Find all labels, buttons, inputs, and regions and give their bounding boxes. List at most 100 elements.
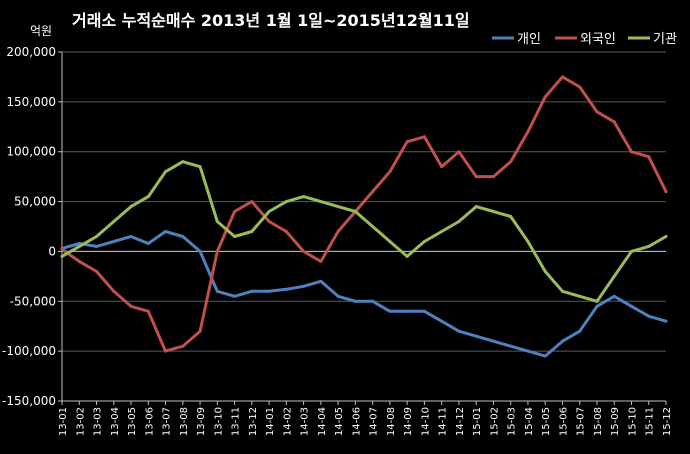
data-point (647, 314, 651, 318)
data-point (112, 289, 116, 293)
data-point (629, 150, 633, 154)
data-point (181, 234, 185, 238)
data-point (267, 210, 271, 214)
data-point (215, 249, 219, 253)
data-point (336, 229, 340, 233)
x-axis: 13-01 13-02 13-03 13-04 13-05 13-06 13-07 13-08… (58, 250, 673, 436)
data-point (647, 155, 651, 159)
data-point (612, 294, 616, 298)
data-point (371, 299, 375, 303)
y-axis: -150,000 -100,000 -50,000 0 50,000 100,000 150… (2, 45, 63, 408)
data-point (353, 210, 357, 214)
data-point (457, 220, 461, 224)
data-point (146, 309, 150, 313)
data-point (146, 195, 150, 199)
data-point (233, 294, 237, 298)
data-point (250, 289, 254, 293)
data-point (353, 299, 357, 303)
data-point (336, 205, 340, 209)
data-point (267, 289, 271, 293)
data-point (526, 239, 530, 243)
x-tick-label: 14-09 (403, 407, 414, 436)
data-point (405, 254, 409, 258)
data-point (77, 241, 81, 245)
data-point (405, 140, 409, 144)
data-point (95, 269, 99, 273)
data-point (612, 274, 616, 278)
x-tick-label: 15-02 (489, 407, 500, 436)
data-point (181, 344, 185, 348)
data-point (422, 309, 426, 313)
x-tick-label: 15-06 (558, 407, 569, 436)
x-tick-label: 14-10 (420, 407, 431, 436)
data-point (474, 334, 478, 338)
data-point (267, 220, 271, 224)
data-point (284, 287, 288, 291)
data-point (560, 75, 564, 79)
data-point (319, 279, 323, 283)
data-point (198, 249, 202, 253)
x-tick-label: 13-10 (213, 407, 224, 436)
data-point (112, 239, 116, 243)
data-point (164, 170, 168, 174)
data-point (491, 175, 495, 179)
unit-label: 억원 (30, 24, 52, 38)
data-point (215, 220, 219, 224)
x-tick-label: 13-09 (196, 407, 207, 436)
data-point (578, 329, 582, 333)
x-tick-label: 14-12 (455, 407, 466, 436)
data-point (543, 269, 547, 273)
data-point (250, 200, 254, 204)
data-point (560, 289, 564, 293)
x-tick-label: 15-04 (524, 407, 535, 436)
data-point (77, 244, 81, 248)
series-line (60, 230, 668, 358)
data-point (129, 304, 133, 308)
data-point (664, 234, 668, 238)
data-point (578, 85, 582, 89)
data-point (647, 244, 651, 248)
data-point (319, 259, 323, 263)
data-point (526, 130, 530, 134)
data-point (60, 247, 64, 251)
x-tick-label: 15-08 (593, 407, 604, 436)
x-tick-label: 14-03 (300, 407, 311, 436)
data-point (543, 354, 547, 358)
data-point (595, 304, 599, 308)
series-line (60, 75, 668, 353)
data-point (233, 234, 237, 238)
data-point (388, 170, 392, 174)
y-tick-label: -50,000 (10, 294, 56, 308)
x-tick-label: 15-10 (627, 407, 638, 436)
data-point (95, 244, 99, 248)
data-point (526, 349, 530, 353)
x-tick-label: 15-05 (541, 407, 552, 436)
chart-title: 거래소 누적순매수 2013년 1월 1일~2015년12월11일 (72, 11, 470, 30)
x-tick-label: 14-06 (351, 407, 362, 436)
y-tick-label: 150,000 (6, 95, 56, 109)
x-tick-label: 14-08 (386, 407, 397, 436)
y-tick-label: -150,000 (2, 394, 56, 408)
x-tick-label: 14-02 (282, 407, 293, 436)
data-point (388, 309, 392, 313)
x-tick-label: 13-05 (127, 407, 138, 436)
series-line (60, 160, 668, 303)
data-point (302, 284, 306, 288)
data-point (129, 205, 133, 209)
data-point (181, 160, 185, 164)
y-tick-label: 50,000 (14, 195, 56, 209)
x-tick-label: 14-05 (334, 407, 345, 436)
data-point (509, 160, 513, 164)
data-point (440, 165, 444, 169)
data-point (629, 304, 633, 308)
data-point (509, 344, 513, 348)
data-point (215, 289, 219, 293)
x-tick-label: 13-03 (93, 407, 104, 436)
x-tick-label: 14-01 (265, 407, 276, 436)
x-tick-label: 13-08 (179, 407, 190, 436)
data-point (612, 120, 616, 124)
data-point (371, 225, 375, 228)
data-point (491, 210, 495, 214)
